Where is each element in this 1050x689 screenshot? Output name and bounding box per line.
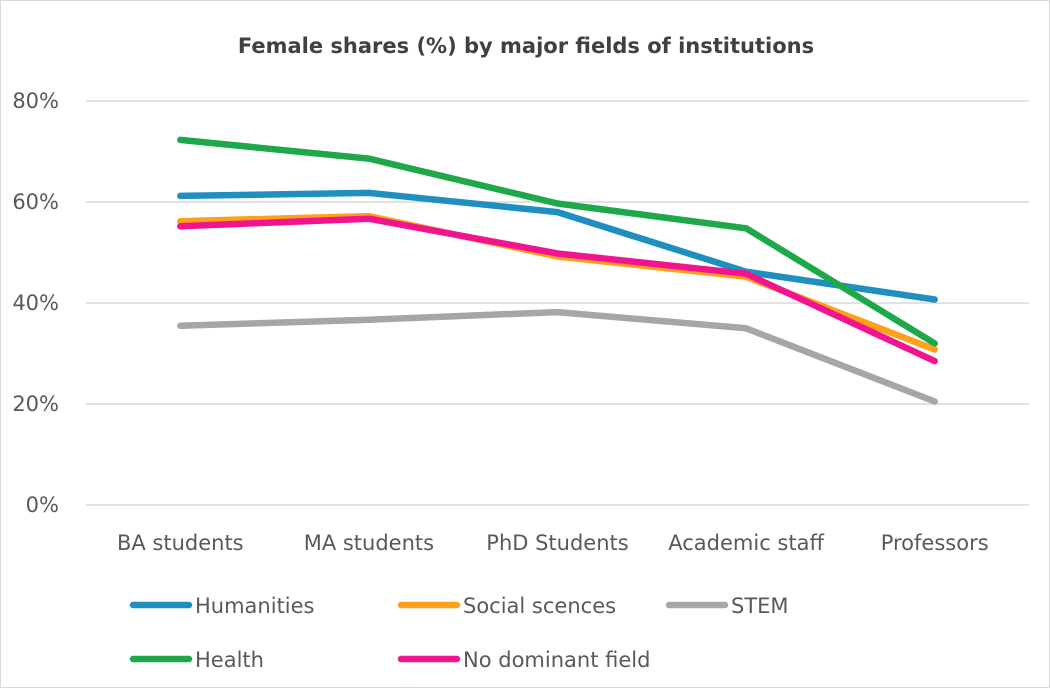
- x-tick-label: PhD Students: [486, 531, 628, 555]
- legend-item: No dominant field: [397, 648, 650, 672]
- x-tick-label: BA students: [117, 531, 244, 555]
- y-tick-label: 20%: [12, 392, 59, 416]
- legend: Humanities Social scences STEM Health No dom…: [129, 594, 789, 672]
- legend-item: Humanities: [129, 594, 315, 618]
- legend-label: No dominant field: [463, 648, 650, 672]
- series-line-stem: [177, 308, 938, 405]
- legend-label: Social scences: [463, 594, 616, 618]
- y-tick-label: 60%: [12, 190, 59, 214]
- legend-item: STEM: [665, 594, 789, 618]
- chart-title: Female shares (%) by major fields of ins…: [238, 34, 814, 58]
- legend-item: Social scences: [397, 594, 616, 618]
- y-tick-label: 40%: [12, 291, 59, 315]
- series-line-humanities: [177, 189, 938, 303]
- series-lines: [177, 136, 938, 405]
- x-tick-label: Professors: [881, 531, 989, 555]
- series-line-no-dominant-field: [177, 215, 938, 365]
- gridlines: [86, 100, 1029, 506]
- y-axis-ticks: 0% 20% 40% 60% 80%: [12, 89, 59, 517]
- y-tick-label: 0%: [26, 493, 59, 517]
- x-tick-label: Academic staff: [668, 531, 824, 555]
- x-tick-label: MA students: [304, 531, 434, 555]
- x-axis-ticks: BA students MA students PhD Students Academ…: [117, 531, 989, 555]
- legend-label: Health: [195, 648, 264, 672]
- legend-item: Health: [129, 648, 264, 672]
- y-tick-label: 80%: [12, 89, 59, 113]
- series-line-health: [177, 136, 938, 347]
- legend-label: STEM: [731, 594, 789, 618]
- legend-label: Humanities: [195, 594, 315, 618]
